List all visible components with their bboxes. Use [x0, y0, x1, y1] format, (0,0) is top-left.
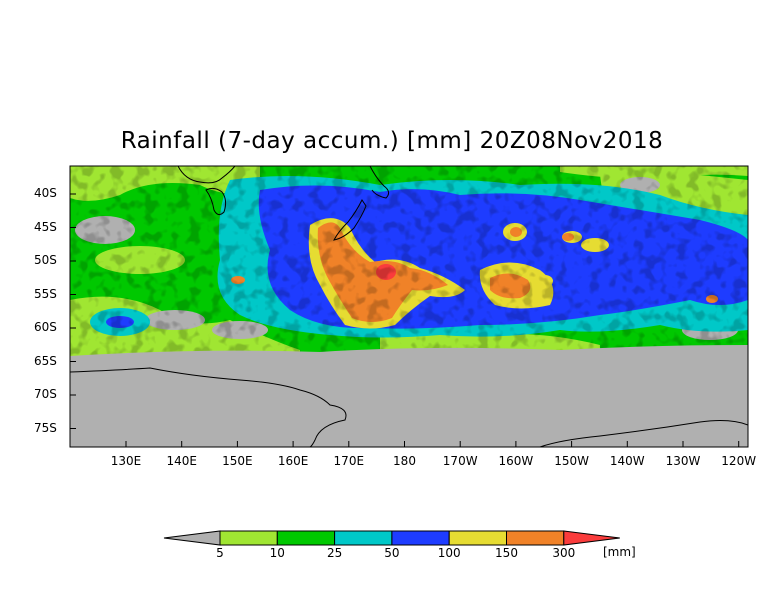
- longitude-ticks: [125, 441, 740, 447]
- legend-threshold-label: 100: [437, 546, 461, 560]
- latitude-label: 45S: [34, 219, 57, 234]
- legend-threshold-label: 10: [269, 546, 285, 560]
- longitude-label: 180: [393, 454, 416, 468]
- legend-threshold-label: 5: [216, 546, 224, 560]
- noise-texture: [70, 166, 748, 356]
- australia-coastline: [177, 166, 236, 184]
- north-island-coastline: [369, 166, 390, 199]
- latitude-label: 50S: [34, 253, 57, 267]
- longitude-label: 140W: [609, 454, 645, 468]
- latitude-label: 75S: [34, 420, 57, 435]
- latitude-label: 70S: [34, 387, 57, 401]
- longitude-label: 130E: [110, 454, 142, 468]
- antarctic-region: [70, 345, 748, 447]
- map-title: Rainfall (7-day accum.) [mm] 20Z08Nov201…: [120, 128, 664, 154]
- map-frame: [69, 165, 749, 448]
- longitude-label: 140E: [166, 454, 197, 468]
- latitude-label: 55S: [34, 286, 57, 301]
- longitude-label: 120W: [721, 454, 757, 468]
- latitude-label: 65S: [34, 353, 57, 368]
- legend-unit: [mm]: [603, 545, 636, 559]
- longitude-label: 170W: [442, 454, 478, 468]
- legend-threshold-label: 150: [495, 546, 518, 560]
- legend-threshold-label: 300: [552, 546, 576, 560]
- latitude-label: 40S: [34, 186, 57, 200]
- latitude-ticks: [70, 193, 76, 429]
- coastlines: [70, 166, 748, 447]
- legend-threshold-label: 25: [326, 546, 343, 560]
- antarctic-coastline: [70, 367, 347, 447]
- legend-threshold-label: 50: [384, 546, 400, 560]
- south-island-coastline: [333, 199, 367, 241]
- map-field: [70, 166, 748, 447]
- longitude-label: 150W: [554, 454, 589, 468]
- latitude-label: 60S: [34, 320, 57, 334]
- longitude-label: 160W: [498, 454, 534, 468]
- tasmania-coastline: [205, 187, 227, 216]
- longitude-label: 160E: [277, 454, 309, 468]
- longitude-label: 170E: [333, 454, 365, 468]
- longitude-label: 150E: [222, 454, 253, 468]
- antarctic-coastline-east: [539, 420, 748, 447]
- longitude-label: 130W: [665, 454, 701, 468]
